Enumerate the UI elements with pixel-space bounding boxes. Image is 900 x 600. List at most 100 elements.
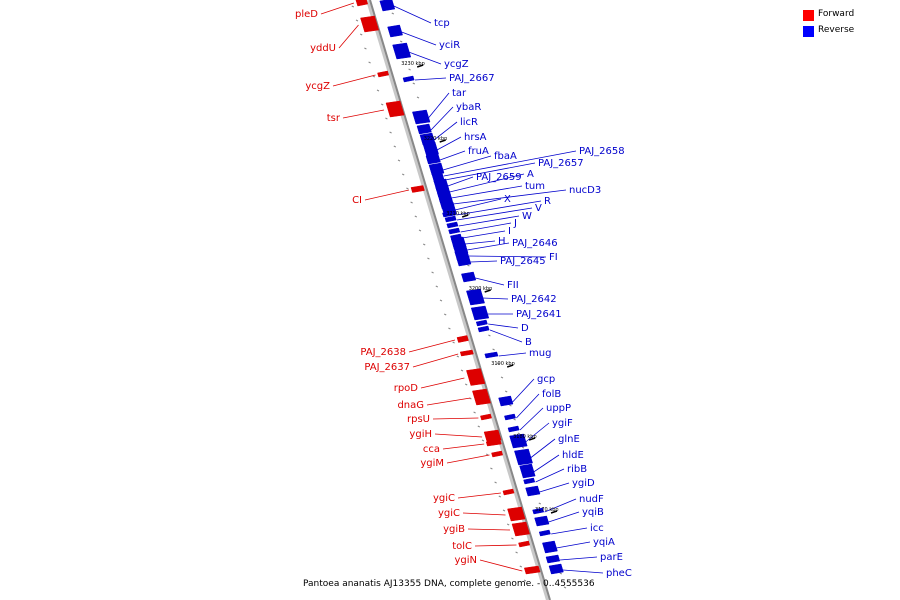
reverse-gene-line	[414, 77, 447, 81]
reverse-gene-label: uppP	[546, 403, 571, 414]
reverse-gene-label: mug	[529, 348, 551, 359]
forward-gene-line	[420, 377, 465, 389]
forward-gene-line	[320, 2, 355, 15]
reverse-gene-block	[523, 477, 536, 485]
left-dash	[393, 145, 397, 148]
forward-gene-line	[342, 109, 385, 119]
forward-gene-label: yddU	[310, 43, 336, 54]
reverse-gene-block	[519, 463, 536, 479]
right-dash	[416, 96, 420, 99]
left-dash	[464, 383, 468, 386]
reverse-gene-label: yqiA	[593, 537, 615, 548]
forward-gene-block	[518, 540, 531, 548]
reverse-gene-label: FI	[549, 252, 558, 263]
forward-gene-block	[502, 488, 515, 496]
tick-mark	[506, 364, 514, 368]
left-dash	[498, 495, 502, 498]
reverse-gene-block	[507, 425, 520, 433]
reverse-gene-label: PAJ_2646	[512, 238, 558, 249]
forward-gene-block	[459, 349, 474, 357]
right-dash	[399, 40, 403, 43]
reverse-gene-label: fbaA	[494, 151, 517, 162]
reverse-gene-block	[538, 529, 551, 537]
forward-gene-line	[364, 189, 410, 201]
left-dash	[439, 299, 443, 302]
reverse-gene-line	[466, 242, 510, 251]
forward-gene-label: ygiM	[420, 458, 444, 469]
reverse-gene-label: tcp	[434, 18, 450, 29]
reverse-gene-label: ygiF	[552, 418, 573, 429]
forward-gene-block	[355, 0, 369, 7]
tick-label: 3190 kbp	[491, 361, 515, 367]
reverse-gene-label: folB	[542, 389, 561, 400]
forward-gene-line	[467, 528, 511, 531]
right-dash	[412, 82, 416, 85]
forward-gene-line	[462, 512, 506, 516]
legend-swatch-forward	[803, 10, 814, 21]
reverse-gene-block	[444, 215, 457, 223]
legend-swatch-reverse	[803, 26, 814, 37]
left-dash	[456, 355, 460, 358]
forward-gene-line	[338, 24, 359, 49]
reverse-gene-line	[444, 162, 536, 181]
left-dash	[460, 369, 464, 372]
forward-gene-label: ygiC	[438, 508, 460, 519]
reverse-gene-line	[516, 393, 540, 419]
forward-gene-label: tolC	[452, 541, 472, 552]
reverse-gene-label: B	[525, 337, 532, 348]
tick-label: 3200 kbp	[469, 286, 493, 292]
left-dash	[452, 341, 455, 344]
right-dash	[517, 432, 521, 435]
left-dash	[418, 229, 422, 232]
reverse-gene-label: X	[504, 194, 511, 205]
reverse-gene-label: ygiD	[572, 478, 595, 489]
reverse-gene-label: tar	[452, 88, 467, 99]
right-dash	[492, 348, 495, 351]
reverse-gene-line	[451, 185, 523, 199]
forward-gene-line	[412, 353, 459, 368]
left-dash	[443, 313, 447, 316]
tick-mark	[528, 437, 536, 441]
reverse-gene-label: glnE	[558, 434, 580, 445]
reverse-gene-block	[484, 351, 499, 359]
left-dash	[376, 89, 380, 92]
left-dash	[502, 509, 506, 512]
reverse-gene-block	[545, 554, 561, 564]
right-dash	[513, 418, 516, 421]
left-dash	[364, 47, 367, 50]
forward-gene-label: tsr	[327, 113, 341, 124]
tick-label: 3230 kbp	[401, 61, 425, 67]
left-dash	[506, 523, 510, 526]
forward-gene-block	[483, 429, 502, 443]
forward-gene-block	[472, 388, 491, 406]
left-dash	[389, 131, 392, 134]
reverse-gene-block	[461, 271, 477, 283]
reverse-gene-line	[539, 482, 570, 493]
right-dash	[521, 446, 525, 449]
reverse-gene-label: ycgZ	[444, 59, 469, 70]
forward-gene-label: PAJ_2637	[364, 362, 410, 373]
forward-gene-label: pleD	[295, 9, 318, 20]
reverse-gene-line	[548, 511, 580, 523]
reverse-gene-line	[442, 155, 492, 171]
reverse-gene-label: A	[527, 169, 534, 180]
reverse-gene-block	[542, 540, 558, 554]
reverse-gene-label: R	[544, 196, 551, 207]
tick-mark	[461, 214, 469, 218]
reverse-gene-line	[551, 527, 588, 535]
tick-label: 3180 kbp	[513, 434, 537, 440]
forward-gene-label: ygiH	[409, 429, 432, 440]
left-dash	[410, 201, 413, 204]
forward-gene-block	[385, 100, 405, 118]
reverse-gene-line	[562, 569, 604, 574]
reverse-gene-label: PAJ_2659	[476, 172, 522, 183]
reverse-gene-label: PAJ_2667	[449, 73, 495, 84]
reverse-gene-line	[401, 31, 437, 46]
forward-gene-label: ygiN	[454, 555, 477, 566]
reverse-gene-label: nucD3	[569, 185, 601, 196]
forward-gene-label: PAJ_2638	[360, 347, 406, 358]
forward-gene-line	[434, 433, 483, 438]
left-dash	[473, 411, 476, 414]
reverse-gene-line	[498, 352, 527, 357]
left-dash	[351, 5, 355, 8]
